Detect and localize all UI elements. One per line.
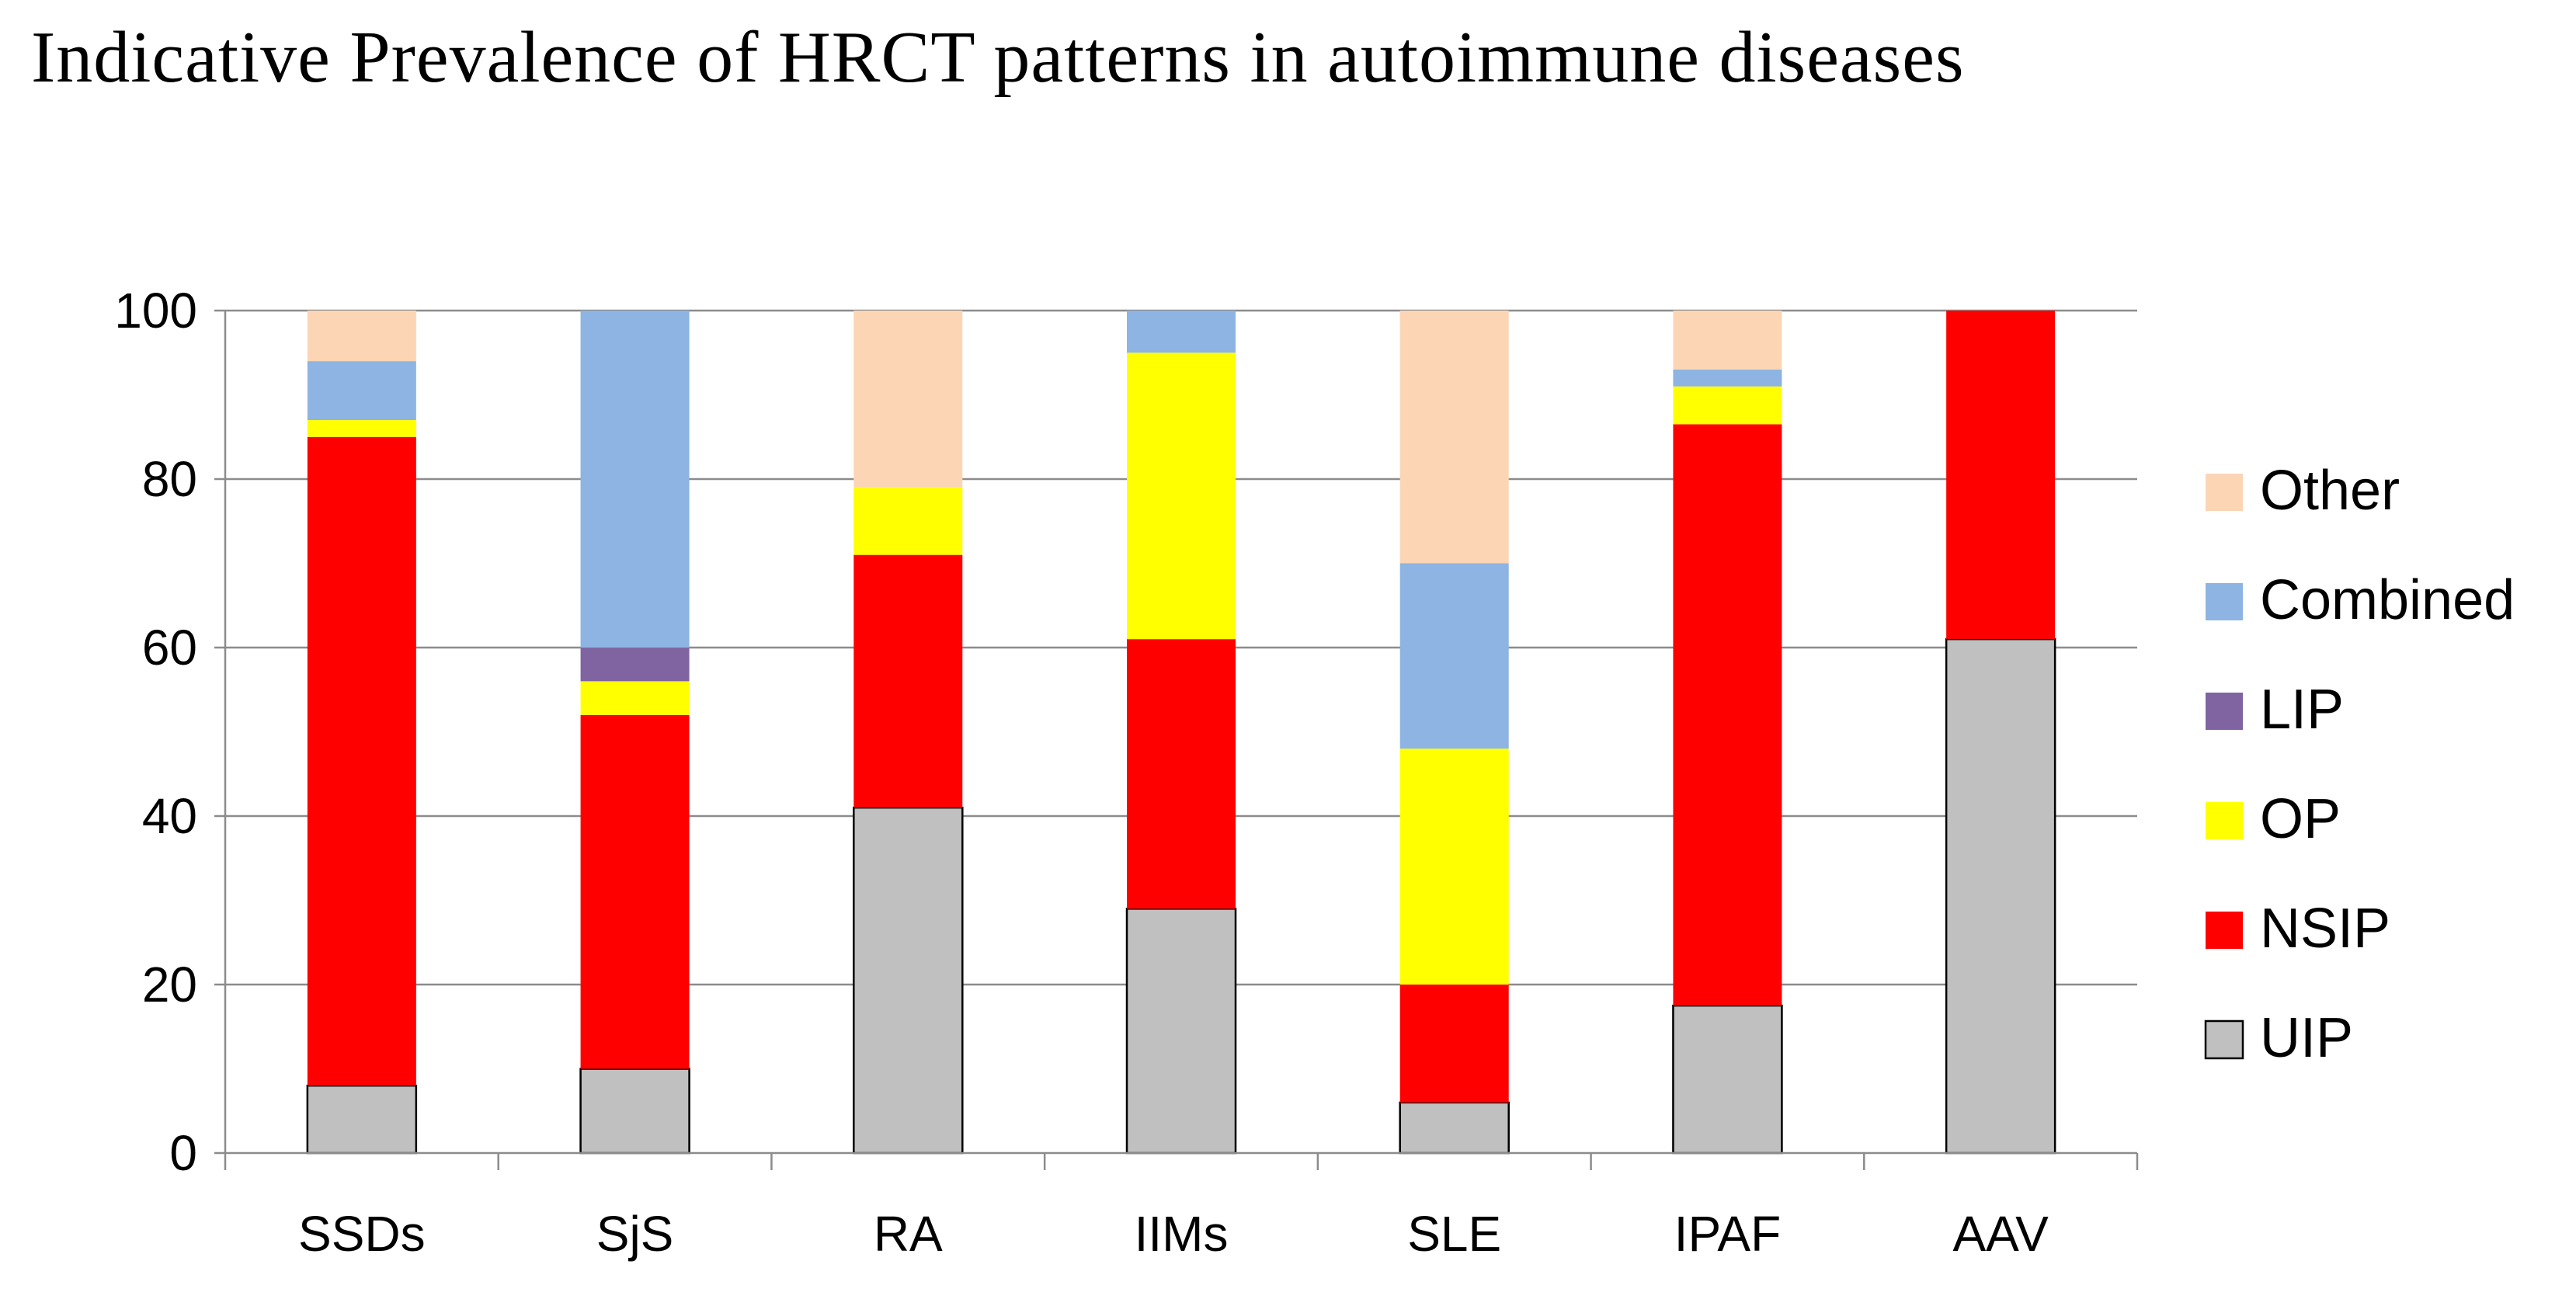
y-tick-label: 20 <box>142 957 197 1012</box>
x-category-label: SSDs <box>298 1206 426 1262</box>
bar-segment-op-iims <box>1127 353 1236 640</box>
legend-swatch-lip <box>2206 693 2243 730</box>
legend-swatch-combined <box>2206 583 2243 620</box>
bar-segment-uip-sle <box>1399 1101 1510 1155</box>
bar-segment-uip-ipaf <box>1672 1004 1783 1155</box>
bar-segment-op-ra <box>853 487 963 555</box>
bar-segment-uip-ra <box>853 806 964 1155</box>
legend-label-uip: UIP <box>2260 1007 2353 1069</box>
bar-segment-combined-ipaf <box>1673 369 1782 387</box>
x-category-label: AAV <box>1952 1206 2049 1262</box>
bar-segment-uip-ssds <box>306 1084 418 1155</box>
bar-segment-nsip-ssds <box>307 436 416 1086</box>
bar-segment-uip-iims <box>1125 908 1237 1155</box>
bar-segment-combined-sjs <box>580 311 690 648</box>
bar-segment-nsip-sle <box>1399 985 1509 1103</box>
legend-label-other: Other <box>2260 460 2400 522</box>
bar-segment-other-ra <box>853 311 963 488</box>
bar-segment-other-ssds <box>307 311 416 362</box>
legend-swatch-op <box>2206 802 2243 839</box>
x-category-label: IIMs <box>1135 1206 1229 1262</box>
bar-segment-combined-ssds <box>307 361 416 421</box>
axes: 0 20 40 60 80 100 SSDs SjS RA IIMs SLE IPAF AAV <box>114 283 2139 1262</box>
x-category-label: RA <box>874 1206 943 1262</box>
y-tick-label: 80 <box>142 451 197 507</box>
bar-segment-uip-sjs <box>579 1068 690 1155</box>
legend-label-lip: LIP <box>2260 679 2344 741</box>
bar-segment-op-sjs <box>580 681 690 715</box>
legend-label-combined: Combined <box>2260 569 2515 631</box>
legend-swatch-other <box>2206 474 2243 511</box>
y-tick-label: 100 <box>114 283 197 339</box>
x-category-label: SLE <box>1407 1206 1501 1262</box>
bar-segment-other-sle <box>1399 311 1509 564</box>
legend-swatch-nsip <box>2206 912 2243 949</box>
bar-segment-nsip-ipaf <box>1673 424 1782 1006</box>
legend: Other Combined LIP OP NSIP UIP <box>2204 460 2515 1069</box>
bar-segment-op-ipaf <box>1673 386 1782 425</box>
legend-label-op: OP <box>2260 788 2341 850</box>
bar-segment-nsip-ra <box>853 554 963 808</box>
bar-segment-nsip-aav <box>1946 311 2056 640</box>
bar-segment-nsip-iims <box>1127 639 1236 909</box>
chart-title: Indicative Prevalence of HRCT patterns i… <box>31 17 1965 98</box>
bar-segment-lip-sjs <box>580 648 690 682</box>
y-tick-label: 0 <box>169 1125 197 1181</box>
bar-segment-combined-sle <box>1399 563 1509 749</box>
bar-segment-op-sle <box>1399 749 1509 985</box>
legend-label-nsip: NSIP <box>2260 898 2390 960</box>
bars <box>306 311 2056 1155</box>
legend-swatch-uip <box>2204 1019 2244 1060</box>
x-category-label: IPAF <box>1674 1206 1782 1262</box>
bar-segment-nsip-sjs <box>580 714 690 1069</box>
y-tick-label: 40 <box>142 788 197 844</box>
bar-segment-combined-iims <box>1127 311 1236 353</box>
bar-segment-other-ipaf <box>1673 311 1782 370</box>
bar-segment-uip-aav <box>1945 637 2056 1155</box>
bar-segment-op-ssds <box>307 420 416 437</box>
y-tick-label: 60 <box>142 620 197 676</box>
x-category-label: SjS <box>596 1206 674 1262</box>
